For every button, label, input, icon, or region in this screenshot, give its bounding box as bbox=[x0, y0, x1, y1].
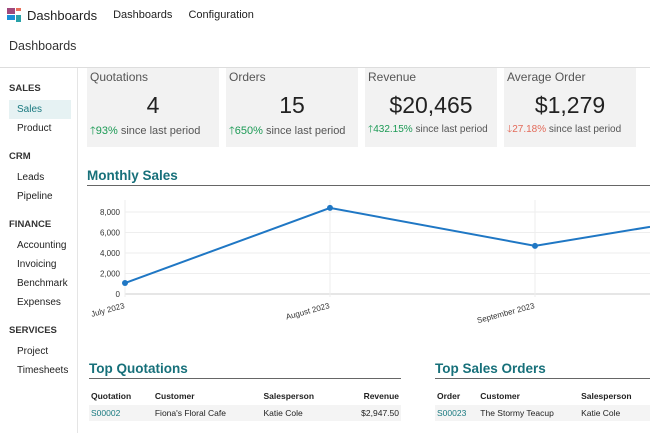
kpi-suffix: since last period bbox=[415, 124, 488, 135]
monthly-sales-title: Monthly Sales bbox=[87, 168, 650, 186]
column-header[interactable]: Customer bbox=[154, 391, 195, 401]
sidebar-item[interactable]: Leads bbox=[17, 172, 45, 183]
y-tick-label: 4,000 bbox=[100, 249, 121, 258]
table-cell: Fiona's Floral Cafe bbox=[152, 405, 262, 421]
y-tick-label: 0 bbox=[116, 290, 121, 299]
sidebar-section: SERVICES bbox=[9, 325, 57, 336]
table-cell: The Stormy Teacup bbox=[478, 405, 580, 421]
kpi-value: 4 bbox=[146, 92, 160, 118]
top-orders-title: Top Sales Orders bbox=[435, 361, 650, 379]
column-header[interactable]: Quotation bbox=[91, 391, 132, 401]
table-row[interactable]: S00023 The Stormy Teacup Katie Cole bbox=[435, 405, 650, 421]
table-cell: Katie Cole bbox=[261, 405, 341, 421]
column-header[interactable]: Salesperson bbox=[581, 391, 632, 401]
kpi-delta: 93% bbox=[95, 125, 118, 137]
x-tick-label: September 2023 bbox=[476, 301, 536, 325]
sidebar-item[interactable]: Expenses bbox=[17, 297, 61, 308]
kpi-value: $20,465 bbox=[389, 92, 473, 118]
kpi-card[interactable]: Average Order $1,279 🡓27.18% since last … bbox=[504, 68, 636, 147]
kpi-value: 15 bbox=[279, 92, 305, 118]
kpi-delta: 432.15% bbox=[373, 124, 413, 135]
y-tick-label: 2,000 bbox=[100, 270, 121, 279]
sidebar-section: CRM bbox=[9, 151, 31, 162]
column-header[interactable]: Salesperson bbox=[263, 391, 315, 401]
top-quotations-title: Top Quotations bbox=[89, 361, 401, 379]
arrow-down-icon: 🡓 bbox=[507, 124, 513, 135]
monthly-sales-chart: 0 2,000 4,000 6,000 8,000 July 2023 August 202… bbox=[90, 200, 650, 325]
arrow-up-icon: 🡑 bbox=[229, 125, 235, 137]
breadcrumb: Dashboards bbox=[9, 39, 77, 53]
table-cell[interactable]: S00002 bbox=[89, 405, 153, 421]
data-point[interactable] bbox=[532, 242, 538, 249]
sidebar-item[interactable]: Sales bbox=[9, 100, 71, 119]
kpi-title: Average Order bbox=[507, 70, 586, 84]
column-header[interactable]: Customer bbox=[480, 391, 520, 401]
column-header[interactable]: Order bbox=[437, 391, 461, 401]
kpi-card[interactable]: Quotations 4 🡑93% since last period bbox=[87, 68, 219, 147]
arrow-up-icon: 🡑 bbox=[368, 124, 374, 135]
series-line bbox=[124, 206, 650, 284]
sidebar-item[interactable]: Project bbox=[17, 346, 49, 357]
sidebar-item[interactable]: Benchmark bbox=[17, 278, 68, 289]
arrow-up-icon: 🡑 bbox=[90, 125, 96, 137]
kpi-suffix: since last period bbox=[120, 125, 201, 137]
table-cell: $2,947.50 bbox=[340, 405, 401, 421]
kpi-delta: 650% bbox=[234, 125, 263, 137]
kpi-title: Quotations bbox=[90, 70, 149, 84]
sidebar-item[interactable]: Pipeline bbox=[17, 191, 53, 202]
kpi-suffix: since last period bbox=[548, 124, 622, 135]
kpi-value: $1,279 bbox=[534, 92, 606, 118]
y-tick-label: 6,000 bbox=[100, 229, 121, 238]
sidebar-item[interactable]: Product bbox=[17, 123, 52, 134]
column-header[interactable]: Revenue bbox=[363, 391, 399, 401]
top-navbar: Dashboards Dashboards Configuration bbox=[0, 0, 650, 30]
sidebar-item[interactable]: Invoicing bbox=[17, 259, 57, 270]
data-point[interactable] bbox=[122, 280, 128, 287]
kpi-card[interactable]: Revenue $20,465 🡑432.15% since last peri… bbox=[365, 68, 497, 147]
sidebar-item[interactable]: Timesheets bbox=[17, 365, 69, 376]
sidebar-section: FINANCE bbox=[9, 219, 52, 230]
table-cell[interactable]: S00023 bbox=[435, 405, 479, 421]
sidebar: SALES Sales Product CRM Leads Pipeline FINANCE… bbox=[0, 68, 78, 433]
app-logo-icon bbox=[7, 8, 21, 22]
app-name[interactable]: Dashboards bbox=[27, 7, 98, 23]
sidebar-section: SALES bbox=[9, 83, 41, 94]
menu-configuration[interactable]: Configuration bbox=[188, 9, 254, 21]
kpi-delta: 27.18% bbox=[512, 124, 547, 135]
kpi-title: Revenue bbox=[368, 70, 417, 84]
data-point[interactable] bbox=[327, 204, 333, 211]
menu-dashboards[interactable]: Dashboards bbox=[113, 9, 173, 21]
kpi-card[interactable]: Orders 15 🡑650% since last period bbox=[226, 68, 358, 147]
sidebar-item[interactable]: Accounting bbox=[17, 240, 67, 251]
x-tick-label: August 2023 bbox=[285, 301, 331, 321]
kpi-title: Orders bbox=[229, 70, 266, 84]
x-tick-label: July 2023 bbox=[90, 301, 126, 319]
table-cell: Katie Cole bbox=[579, 405, 650, 421]
table-row[interactable]: S00002 Fiona's Floral Cafe Katie Cole $2,94… bbox=[89, 405, 401, 421]
y-tick-label: 8,000 bbox=[100, 208, 121, 217]
kpi-suffix: since last period bbox=[265, 125, 346, 137]
